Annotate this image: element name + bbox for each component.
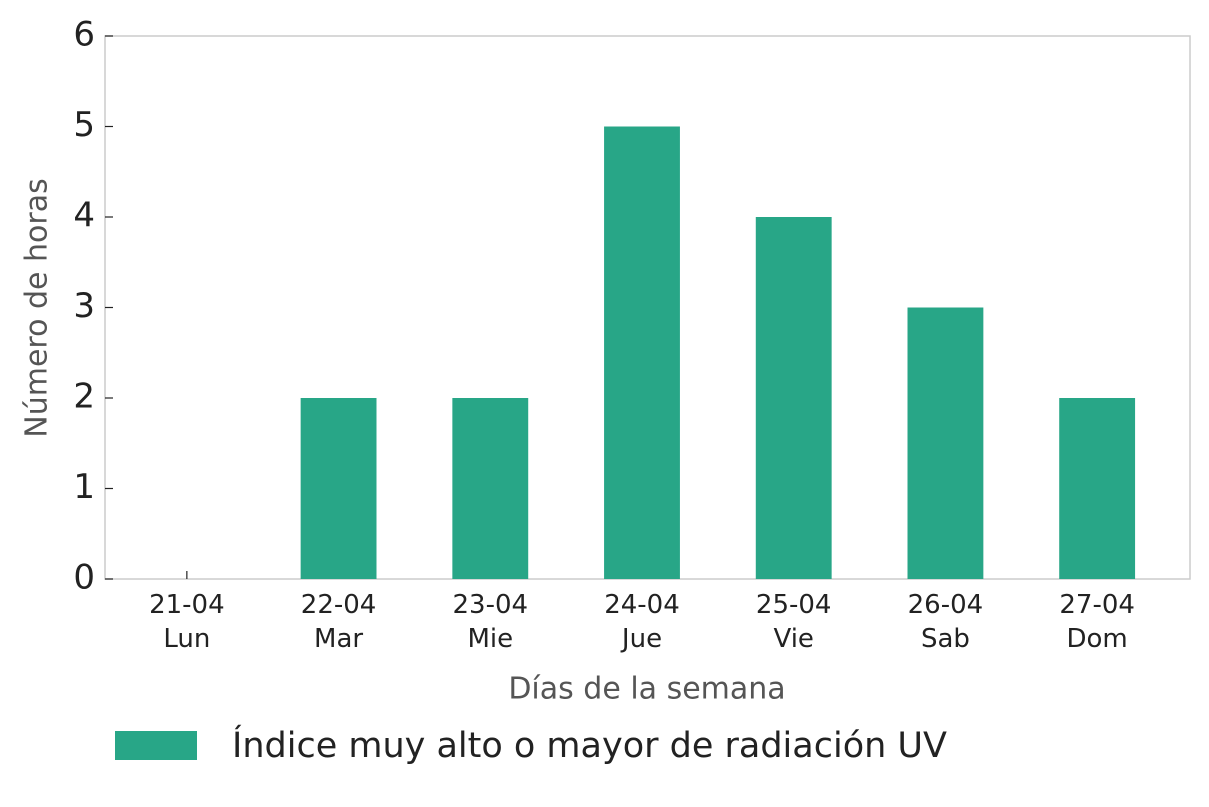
x-tick-label: 23-04 Mie <box>452 590 529 654</box>
bar <box>604 126 680 579</box>
y-tick-label: 3 <box>73 286 95 326</box>
x-tick-label: 25-04 Vie <box>755 590 832 654</box>
legend-swatch <box>115 731 197 760</box>
bar <box>907 307 984 579</box>
bar <box>755 217 832 579</box>
bar <box>1059 398 1136 579</box>
x-tick-label: 27-04 Dom <box>1059 590 1135 654</box>
bar <box>300 398 377 579</box>
y-axis-label: Número de horas <box>20 178 55 437</box>
bar <box>452 398 529 579</box>
y-tick-label: 5 <box>73 105 95 145</box>
x-tick-label: 22-04 Mar <box>300 590 377 654</box>
y-tick-label: 0 <box>73 558 95 598</box>
y-tick-label: 1 <box>73 467 95 507</box>
legend-label: Índice muy alto o mayor de radiación UV <box>232 724 947 766</box>
x-axis-label: Días de la semana <box>508 672 785 707</box>
y-tick-label: 4 <box>73 196 95 236</box>
x-tick-label: 26-04 Sab <box>907 590 984 654</box>
y-tick-label: 2 <box>73 377 95 417</box>
x-tick-label: 21-04 Lun <box>149 590 225 654</box>
x-tick-label: 24-04 Jue <box>604 590 680 654</box>
y-tick-label: 6 <box>73 15 95 55</box>
